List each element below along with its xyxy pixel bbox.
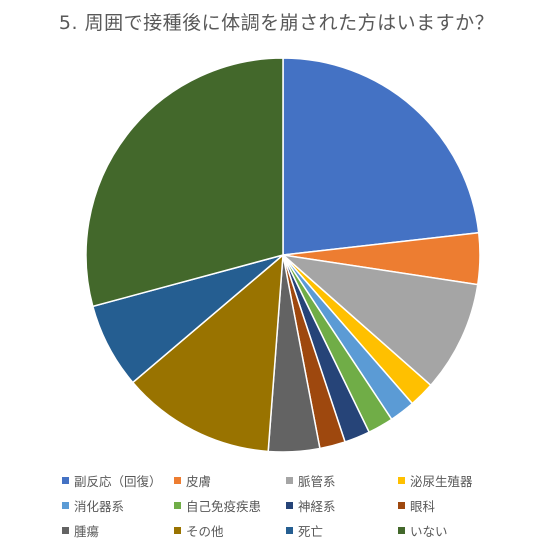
legend-swatch — [286, 477, 293, 484]
legend-label: いない — [410, 524, 448, 539]
legend-item-5: 消化器系 — [62, 497, 174, 514]
chart-legend: 副反応（回復） 皮膚 脈管系 泌尿生殖器消化器系 自己免疫疾患 神経系 眼科腫瘍 その他 死亡 い… — [62, 472, 532, 539]
pie-slice-12 — [85, 57, 284, 308]
legend-swatch — [62, 502, 69, 509]
legend-swatch — [174, 502, 181, 509]
legend-item-8: 眼科 — [398, 497, 510, 514]
legend-item-1: 副反応（回復） — [62, 472, 174, 489]
legend-swatch — [286, 527, 293, 534]
legend-swatch — [174, 527, 181, 534]
legend-item-10: その他 — [174, 522, 286, 539]
legend-label: 皮膚 — [186, 474, 212, 489]
pie-plot-area — [85, 57, 481, 453]
legend-item-4: 泌尿生殖器 — [398, 472, 510, 489]
legend-swatch — [398, 477, 405, 484]
chart-title: 5. 周囲で接種後に体調を崩された方はいますか？ — [58, 12, 495, 34]
legend-item-3: 脈管系 — [286, 472, 398, 489]
legend-item-2: 皮膚 — [174, 472, 286, 489]
legend-item-11: 死亡 — [286, 522, 398, 539]
legend-swatch — [398, 502, 405, 509]
legend-swatch — [62, 527, 69, 534]
legend-label: 脈管系 — [298, 474, 336, 489]
pie-slice-3 — [280, 253, 479, 387]
pie-slice-10 — [131, 253, 284, 453]
legend-swatch — [398, 527, 405, 534]
legend-item-12: いない — [398, 522, 510, 539]
legend-swatch — [286, 502, 293, 509]
legend-label: 神経系 — [298, 499, 336, 514]
legend-item-9: 腫瘍 — [62, 522, 174, 539]
legend-item-7: 神経系 — [286, 497, 398, 514]
legend-label: 眼科 — [410, 499, 436, 514]
legend-label: 副反応（回復） — [74, 474, 162, 489]
legend-label: 死亡 — [298, 524, 324, 539]
legend-label: 泌尿生殖器 — [410, 474, 473, 489]
legend-label: 自己免疫疾患 — [186, 499, 262, 514]
legend-item-6: 自己免疫疾患 — [174, 497, 286, 514]
legend-swatch — [174, 477, 181, 484]
legend-label: 腫瘍 — [74, 524, 100, 539]
legend-label: その他 — [186, 524, 224, 539]
pie-slice-1 — [282, 57, 480, 256]
legend-swatch — [62, 477, 69, 484]
legend-label: 消化器系 — [74, 499, 125, 514]
